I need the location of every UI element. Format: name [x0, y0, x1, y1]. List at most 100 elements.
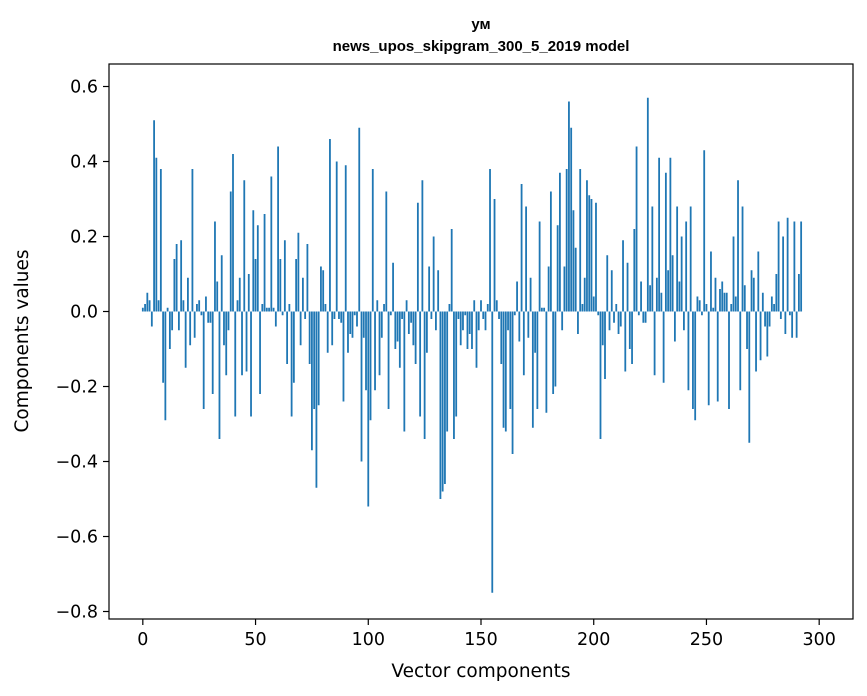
bar-244: [692, 311, 694, 409]
bar-173: [531, 311, 534, 428]
bar-98: [362, 311, 365, 338]
y-tick-label: 0.2: [70, 228, 98, 248]
bar-203: [599, 311, 602, 439]
bar-184: [556, 225, 559, 312]
x-tick-label: 300: [802, 630, 835, 650]
bar-156: [493, 199, 496, 312]
bar-175: [536, 311, 539, 409]
bar-92: [349, 311, 352, 334]
bar-63: [283, 240, 286, 312]
bar-68: [295, 259, 298, 312]
x-tick-label: 150: [464, 630, 497, 650]
y-tick-label: 0.4: [70, 153, 98, 173]
bar-41: [234, 311, 237, 417]
bar-118: [407, 311, 410, 334]
bar-220: [637, 311, 640, 316]
bar-149: [477, 311, 480, 331]
bar-197: [586, 180, 588, 312]
bar-255: [716, 311, 719, 402]
bar-9: [162, 311, 165, 383]
chart-title: ум: [471, 16, 490, 33]
bars-group: [141, 97, 803, 593]
bar-76: [313, 311, 316, 409]
bar-104: [376, 300, 379, 312]
bar-276: [764, 311, 766, 327]
bar-251: [707, 311, 710, 406]
bar-215: [626, 262, 629, 312]
bar-108: [385, 191, 388, 312]
bar-35: [220, 255, 223, 312]
bar-270: [750, 270, 753, 312]
bar-158: [498, 311, 500, 319]
bar-141: [459, 311, 462, 346]
bar-16: [177, 311, 180, 331]
bar-84: [331, 311, 334, 346]
bar-257: [721, 281, 724, 312]
bar-134: [444, 311, 446, 484]
bar-86: [335, 161, 338, 312]
bar-99: [365, 311, 367, 391]
bar-198: [588, 195, 591, 312]
bar-226: [651, 206, 654, 312]
bar-210: [615, 304, 618, 312]
bar-268: [746, 311, 748, 349]
bar-85: [333, 311, 336, 319]
bar-143: [464, 311, 467, 316]
bar-190: [570, 127, 573, 312]
bar-256: [719, 289, 721, 312]
bar-193: [577, 311, 579, 334]
bar-280: [773, 304, 775, 312]
y-tick-label: −0.4: [56, 453, 99, 473]
bar-83: [329, 139, 331, 312]
bar-69: [297, 232, 300, 312]
bar-189: [568, 101, 570, 312]
bar-242: [687, 311, 690, 391]
bar-288: [791, 311, 794, 338]
bar-7: [157, 300, 160, 312]
bar-236: [673, 311, 676, 342]
bar-21: [189, 311, 192, 346]
bar-73: [306, 244, 309, 312]
y-tick-label: −0.8: [56, 603, 99, 623]
bar-38: [227, 311, 230, 331]
bar-148: [475, 311, 478, 368]
plot-area-frame: [108, 63, 854, 620]
bar-289: [793, 221, 796, 312]
bar-185: [559, 172, 561, 312]
bar-163: [509, 311, 512, 409]
bar-77: [315, 311, 318, 488]
bar-72: [304, 311, 307, 319]
bar-45: [243, 180, 246, 312]
bar-20: [187, 277, 189, 312]
bar-17: [180, 240, 183, 312]
bar-260: [728, 311, 730, 409]
bar-132: [439, 311, 442, 499]
bar-267: [743, 285, 746, 312]
bar-169: [522, 311, 525, 376]
bar-100: [367, 311, 370, 507]
bar-37: [225, 311, 228, 376]
bar-105: [378, 311, 381, 376]
bar-234: [669, 157, 672, 312]
y-axis-ticks: 0.6 0.4 0.2 0.0 −0.2 −0.4 −0.6 −0.8: [56, 78, 109, 623]
bar-246: [696, 296, 699, 312]
bar-91: [347, 311, 349, 353]
bar-82: [326, 311, 329, 353]
x-tick-label: 200: [577, 630, 610, 650]
bar-71: [301, 277, 304, 312]
bar-186: [561, 311, 564, 331]
bar-262: [732, 236, 735, 312]
chart-subtitle: news_upos_skipgram_300_5_2019 model: [333, 38, 630, 55]
bar-19: [184, 311, 187, 368]
bar-271: [752, 277, 755, 312]
bar-252: [710, 251, 712, 312]
bar-140: [457, 311, 460, 319]
bar-89: [342, 311, 345, 402]
bar-287: [788, 311, 791, 316]
bar-195: [581, 304, 584, 312]
bar-290: [795, 311, 798, 338]
bar-124: [421, 180, 424, 312]
bar-239: [680, 236, 683, 312]
bar-133: [441, 311, 444, 492]
